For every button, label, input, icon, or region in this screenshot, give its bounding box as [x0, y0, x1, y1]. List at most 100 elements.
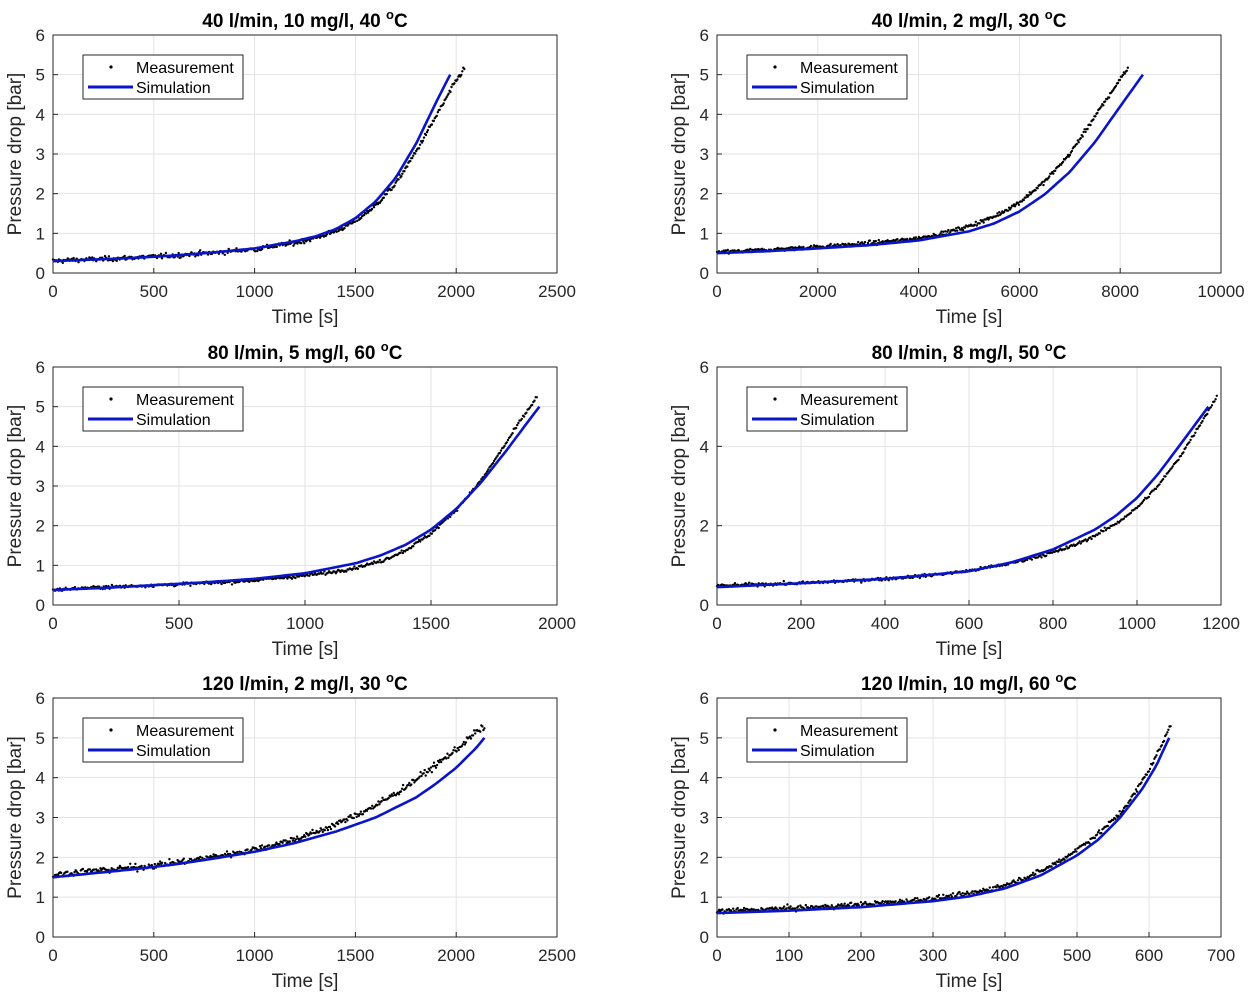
y-tick-label: 5 [36, 729, 45, 748]
measurement-point [133, 865, 136, 869]
chart-title-unit: C [1053, 343, 1067, 364]
measurement-point [422, 537, 425, 540]
measurement-point [445, 757, 448, 760]
measurement-point [785, 907, 788, 910]
measurement-point [1103, 526, 1106, 529]
chart-panel-6: 0 100 200 300 400 500 600 700 0 1 2 3 4 5 6 Time [s] Pre… [669, 670, 1235, 992]
measurement-point [957, 226, 961, 229]
measurement-point [450, 85, 453, 89]
x-tick-label: 200 [787, 614, 815, 633]
y-tick-label: 4 [700, 437, 709, 456]
measurement-point [1121, 73, 1125, 77]
measurement-point [91, 256, 94, 259]
measurement-point [259, 847, 263, 850]
measurement-point [407, 783, 410, 787]
measurement-point [431, 765, 435, 768]
measurement-point [423, 768, 426, 772]
measurement-point [1198, 424, 1202, 427]
measurement-point [1092, 118, 1095, 121]
measurement-point [533, 399, 536, 402]
measurement-point [742, 906, 746, 910]
y-tick-label: 2 [700, 848, 709, 867]
measurement-point [377, 800, 380, 803]
measurement-point [474, 732, 477, 735]
measurement-point [343, 818, 346, 821]
measurement-point [453, 82, 456, 85]
measurement-point [428, 769, 432, 772]
measurement-point [408, 781, 411, 785]
measurement-point [370, 807, 373, 810]
measurement-point [850, 901, 853, 904]
measurement-point [517, 421, 520, 425]
measurement-point [438, 758, 442, 762]
measurement-point [451, 751, 454, 755]
chart-title-unit: C [1063, 674, 1077, 695]
measurement-point [206, 855, 209, 859]
legend-measurement-label: Measurement [800, 723, 898, 740]
measurement-point [815, 905, 818, 908]
y-tick-label: 2 [36, 848, 45, 867]
measurement-point [843, 902, 846, 905]
measurement-point [322, 572, 325, 575]
measurement-point [1142, 498, 1146, 502]
measurement-point [782, 905, 786, 908]
measurement-point [436, 111, 439, 114]
y-tick-label: 6 [700, 358, 709, 377]
measurement-point [1039, 554, 1042, 557]
measurement-point [304, 835, 307, 838]
measurement-point [1106, 824, 1110, 828]
chart-title-text: 80 l/min, 5 mg/l, 60 [208, 343, 381, 364]
measurement-point [840, 902, 843, 906]
measurement-point [230, 583, 234, 586]
measurement-point [345, 570, 348, 573]
measurement-point [1184, 446, 1188, 449]
measurement-point [412, 154, 415, 157]
measurement-point [127, 865, 130, 869]
measurement-point [1182, 451, 1185, 454]
measurement-point [352, 567, 355, 570]
measurement-point [339, 228, 342, 231]
measurement-point [996, 212, 999, 215]
y-axis-label: Pressure drop [bar] [5, 405, 26, 568]
simulation-line [52, 405, 541, 592]
legend-simulation-label: Simulation [800, 80, 875, 97]
measurement-point [344, 820, 347, 824]
measurement-point [829, 242, 832, 246]
measurement-point [172, 861, 175, 864]
measurement-point [268, 844, 271, 847]
legend-box [746, 54, 908, 100]
measurement-point [1094, 115, 1097, 118]
measurement-point [942, 893, 945, 896]
measurement-point [1158, 483, 1161, 486]
y-tick-label: 1 [36, 556, 45, 575]
measurement-point [1031, 871, 1035, 874]
measurement-point [409, 159, 412, 163]
measurement-point [1189, 438, 1192, 442]
chart-title-degree: o [1045, 7, 1053, 22]
measurement-point [1056, 860, 1060, 864]
measurement-point [420, 774, 423, 778]
chart-title: 120 l/min, 10 mg/l, 60 oC [861, 670, 1077, 695]
measurement-point [435, 763, 439, 767]
measurement-point [995, 886, 998, 889]
measurement-point [158, 860, 162, 863]
measurement-point [1118, 810, 1121, 813]
measurement-point [335, 570, 339, 573]
chart-title-text: 120 l/min, 2 mg/l, 30 [202, 674, 386, 695]
legend-measurement-label: Measurement [136, 723, 234, 740]
x-axis-label: Time [s] [272, 639, 339, 660]
x-tick-label: 2500 [538, 282, 576, 301]
x-tick-label: 100 [775, 946, 803, 965]
measurement-point [1054, 863, 1058, 866]
measurement-point [357, 814, 360, 818]
measurement-point [821, 904, 825, 907]
measurement-point [1179, 454, 1183, 458]
measurement-point [1155, 754, 1158, 757]
measurement-point [140, 864, 143, 868]
measurement-point [1075, 850, 1078, 853]
measurement-point [220, 582, 223, 586]
measurement-point [1016, 201, 1020, 205]
measurement-point [238, 850, 241, 853]
measurement-point [150, 863, 153, 867]
measurement-point [1201, 420, 1204, 423]
